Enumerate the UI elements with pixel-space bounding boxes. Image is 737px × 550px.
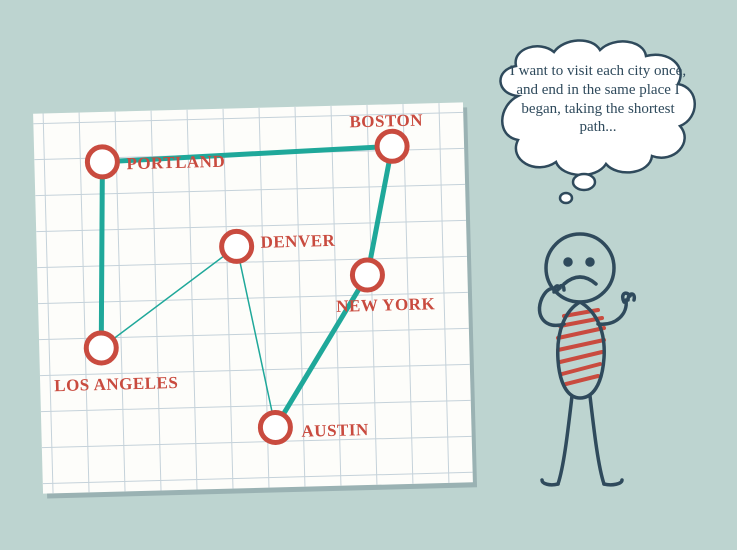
node-label-austin: AUSTIN — [301, 420, 369, 441]
figure-eye-left — [565, 259, 571, 265]
node-portland — [87, 147, 118, 178]
graph-svg: PORTLAND BOSTON DENVER NEW YORK LOS ANGELES A… — [33, 102, 473, 493]
thought-dot-2 — [560, 193, 572, 203]
node-label-boston: BOSTON — [349, 110, 423, 131]
node-label-newyork: NEW YORK — [336, 294, 436, 316]
figure-foot-right — [604, 480, 622, 485]
figure-head — [546, 234, 614, 302]
stick-figure — [498, 220, 678, 520]
figure-leg-right — [590, 396, 604, 484]
edge-portland-losangeles — [96, 162, 107, 348]
figure-leg-left — [558, 396, 572, 484]
figure-mouth — [564, 277, 596, 284]
node-austin — [260, 412, 291, 443]
figure-eye-right — [587, 259, 593, 265]
graph-paper: PORTLAND BOSTON DENVER NEW YORK LOS ANGELES A… — [33, 102, 473, 493]
node-boston — [377, 131, 408, 162]
nodes-group — [81, 131, 415, 447]
figure-arm-right — [598, 300, 626, 324]
figure-hand-right — [623, 293, 635, 302]
node-losangeles — [86, 333, 117, 364]
node-label-denver: DENVER — [260, 231, 335, 252]
thought-text: I want to visit each city once, and end … — [508, 62, 688, 137]
node-newyork — [352, 260, 383, 291]
node-label-losangeles: LOS ANGELES — [54, 373, 179, 395]
thought-dot-1 — [573, 174, 595, 190]
node-label-portland: PORTLAND — [126, 152, 225, 174]
edge-denver-austin — [237, 246, 276, 429]
figure-hand-left — [554, 286, 564, 293]
figure-foot-left — [542, 480, 558, 485]
thought-bubble: I want to visit each city once, and end … — [488, 36, 704, 186]
node-denver — [221, 231, 252, 262]
figure-svg — [498, 220, 678, 520]
